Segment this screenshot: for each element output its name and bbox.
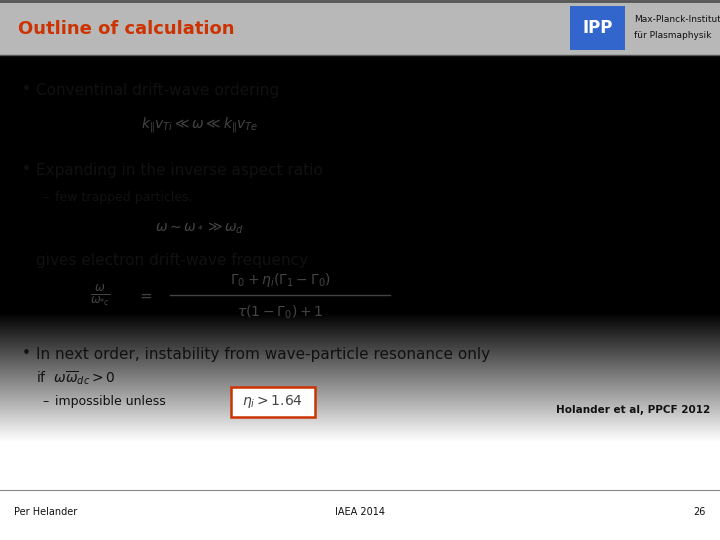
Text: Conventinal drift-wave ordering: Conventinal drift-wave ordering bbox=[36, 83, 279, 98]
Text: –: – bbox=[42, 192, 48, 205]
Text: $=$: $=$ bbox=[137, 287, 153, 302]
Text: In next order, instability from wave-particle resonance only: In next order, instability from wave-par… bbox=[36, 347, 490, 361]
Text: 26: 26 bbox=[693, 507, 706, 517]
Text: Outline of calculation: Outline of calculation bbox=[18, 20, 235, 38]
Text: Holander et al, PPCF 2012: Holander et al, PPCF 2012 bbox=[556, 405, 710, 415]
Text: $\eta_i > 1.64$: $\eta_i > 1.64$ bbox=[243, 394, 304, 410]
Text: gives electron drift-wave frequency: gives electron drift-wave frequency bbox=[36, 253, 308, 267]
Text: IAEA 2014: IAEA 2014 bbox=[335, 507, 385, 517]
Text: $\tau(1 - \Gamma_0) + 1$: $\tau(1 - \Gamma_0) + 1$ bbox=[237, 303, 323, 321]
FancyBboxPatch shape bbox=[231, 387, 315, 417]
Text: •: • bbox=[22, 347, 31, 361]
Bar bbox=[0, 0, 720, 55]
Text: Max-Planck-Institut: Max-Planck-Institut bbox=[634, 16, 720, 24]
Text: •: • bbox=[22, 163, 31, 178]
Text: Expanding in the inverse aspect ratio: Expanding in the inverse aspect ratio bbox=[36, 163, 323, 178]
Text: –: – bbox=[42, 395, 48, 408]
Text: $\frac{\omega}{\omega_{*c}}$: $\frac{\omega}{\omega_{*c}}$ bbox=[90, 282, 110, 308]
Text: $\omega \sim \omega_* \gg \omega_d$: $\omega \sim \omega_* \gg \omega_d$ bbox=[156, 220, 245, 235]
Text: $k_\| v_{Ti} \ll \omega \ll k_\| v_{Te}$: $k_\| v_{Ti} \ll \omega \ll k_\| v_{Te}$ bbox=[142, 115, 258, 135]
Text: $\Gamma_0 + \eta_i(\Gamma_1 - \Gamma_0)$: $\Gamma_0 + \eta_i(\Gamma_1 - \Gamma_0)$ bbox=[230, 271, 330, 289]
Bar bbox=[570, 6, 625, 50]
Text: •: • bbox=[22, 83, 31, 98]
Text: Per Helander: Per Helander bbox=[14, 507, 77, 517]
Text: if  $\omega\overline{\omega}_{dc} > 0$: if $\omega\overline{\omega}_{dc} > 0$ bbox=[36, 369, 116, 387]
Text: impossible unless: impossible unless bbox=[55, 395, 166, 408]
Text: IPP: IPP bbox=[582, 19, 613, 37]
Text: für Plasmaphysik: für Plasmaphysik bbox=[634, 31, 711, 40]
Text: few trapped particles,: few trapped particles, bbox=[55, 192, 193, 205]
